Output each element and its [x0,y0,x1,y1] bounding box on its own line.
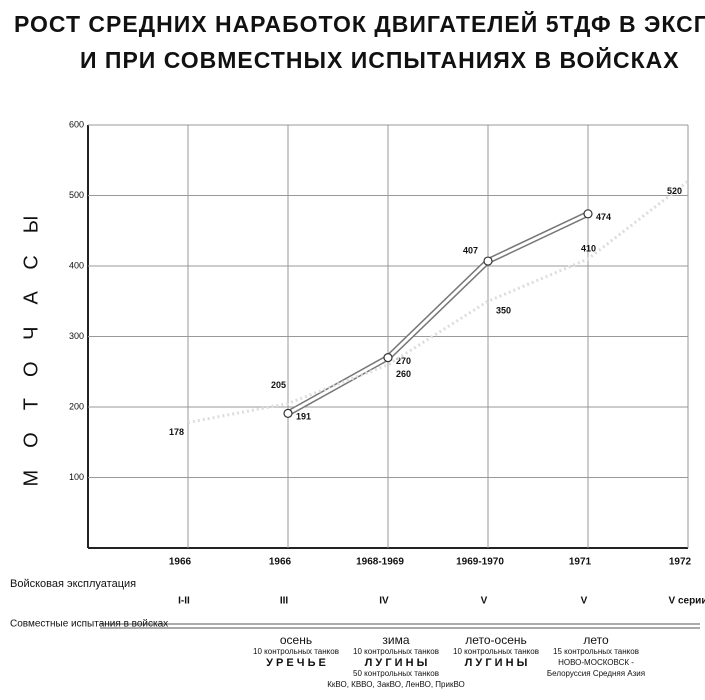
x-tick-label: 1969-1970 [456,557,504,568]
service-label: III [280,596,289,607]
data-label: 407 [463,245,478,255]
y-tick-label: 600 [69,119,84,129]
data-label: 191 [296,412,311,422]
trial-note: 15 контрольных танков [553,647,639,656]
trial-note: Белоруссия Средняя Азия [547,669,645,678]
y-tick-label: 300 [69,331,84,341]
series-line [187,180,689,424]
service-label: V [581,596,588,607]
x-tick-label: 1966 [169,557,192,568]
chart-title: РОСТ СРЕДНИХ НАРАБОТОК ДВИГАТЕЛЕЙ 5ТДФ В… [14,10,705,37]
service-label: I-II [178,596,190,607]
trial-note: зима [382,633,409,647]
trial-note: КкВО, КВВО, ЗакВО, ЛенВО, ПрикВО [327,680,464,689]
point [383,353,393,363]
point [583,209,593,219]
service-label: IV [379,596,389,607]
y-axis-label: МОТОЧАСЫ [20,193,42,486]
x-tick-label: 1968-1969 [356,557,404,568]
row-label: Совместные испытания в войсках [10,619,168,630]
row-label: Войсковая эксплуатация [10,578,136,590]
trial-note: НОВО-МОСКОВСК - [558,658,634,667]
trial-note: 10 контрольных танков [253,647,339,656]
y-tick-label: 200 [69,401,84,411]
data-label: 205 [271,380,286,390]
data-label: 270 [396,356,411,366]
trial-note: У Р Е Ч Ь Е [266,657,326,669]
x-tick-label: 1966 [269,557,292,568]
trial-note: осень [280,633,312,647]
data-label: 178 [169,427,184,437]
x-tick-label: 1971 [569,557,592,568]
data-label: 350 [496,306,511,316]
service-label: V [481,596,488,607]
data-label: 520 [667,186,682,196]
trial-note: 10 контрольных танков [353,647,439,656]
data-label: 410 [581,243,596,253]
trial-note: Л У Г И Н Ы [465,657,528,669]
data-label: 260 [396,369,411,379]
chart-subtitle: И ПРИ СОВМЕСТНЫХ ИСПЫТАНИЯХ В ВОЙСКАХ [80,46,680,73]
trial-note: Л У Г И Н Ы [365,657,428,669]
series-line [286,211,590,416]
trial-note: 50 контрольных танков [353,669,439,678]
trial-note: 10 контрольных танков [453,647,539,656]
x-tick-label: 1972 [669,557,692,568]
y-tick-label: 100 [69,472,84,482]
series-line-inner [287,212,589,415]
point [483,256,493,266]
data-label: 474 [596,212,611,222]
y-tick-label: 400 [69,260,84,270]
service-label: V серии [669,596,705,607]
trial-note: лето-осень [465,633,527,647]
y-tick-label: 500 [69,190,84,200]
point [283,408,293,418]
trial-note: лето [583,633,609,647]
